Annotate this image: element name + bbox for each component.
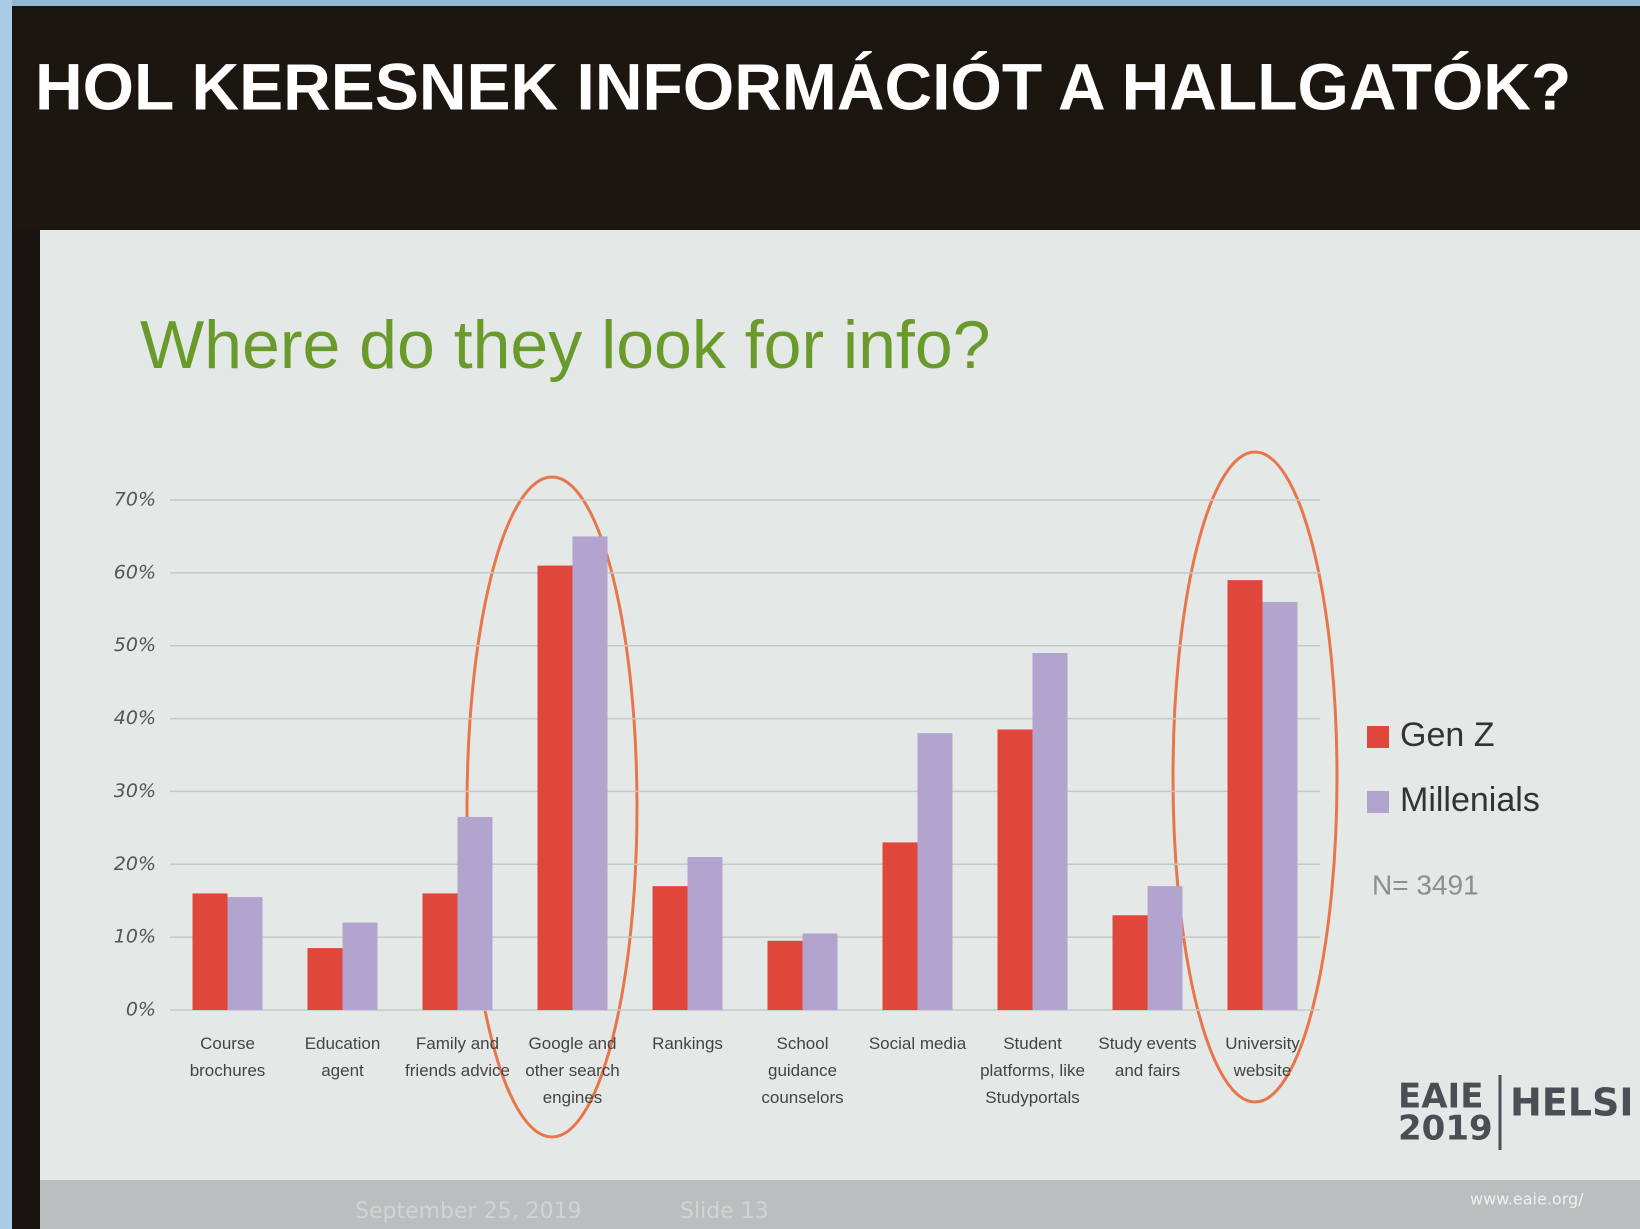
bar	[998, 730, 1033, 1011]
footer-date: September 25, 2019	[355, 1199, 582, 1224]
footer-slide: Slide 13	[680, 1199, 769, 1224]
bar	[1148, 886, 1183, 1010]
chart-note: N= 3491	[1372, 869, 1479, 900]
y-tick-label: 30%	[114, 780, 156, 802]
bar	[423, 893, 458, 1010]
bar	[538, 566, 573, 1010]
page-title: HOL KERESNEK INFORMÁCIÓT A HALLGATÓK?	[35, 49, 1571, 123]
page: HOL KERESNEK INFORMÁCIÓT A HALLGATÓK? Wh…	[0, 0, 1640, 1229]
x-tick-label: Family and friends advice	[403, 1030, 513, 1084]
logo-city: HELSI	[1510, 1081, 1633, 1125]
bar	[343, 923, 378, 1010]
y-tick-label: 0%	[126, 999, 156, 1021]
bar	[688, 857, 723, 1010]
bar	[883, 842, 918, 1010]
bar	[573, 536, 608, 1010]
bar	[228, 897, 263, 1010]
y-tick-label: 50%	[114, 634, 156, 656]
y-tick-label: 10%	[114, 926, 156, 948]
bar	[1228, 580, 1263, 1010]
x-tick-label: Education agent	[288, 1030, 398, 1084]
x-tick-label: Course brochures	[173, 1030, 283, 1084]
bar	[803, 934, 838, 1011]
logo-year: 2019	[1398, 1109, 1493, 1149]
bar	[1113, 915, 1148, 1010]
bar	[193, 893, 228, 1010]
x-tick-label: School guidance counselors	[748, 1030, 858, 1111]
y-tick-label: 20%	[114, 853, 156, 875]
legend-label: Millenials	[1400, 781, 1540, 819]
y-tick-label: 70%	[114, 489, 156, 511]
slide-footer	[40, 1180, 1640, 1229]
legend-swatch	[1367, 726, 1389, 748]
x-tick-label: University website	[1208, 1030, 1318, 1084]
footer-url: www.eaie.org/	[1470, 1190, 1584, 1209]
y-tick-label: 40%	[114, 707, 156, 729]
bar	[918, 733, 953, 1010]
chart-title: Where do they look for info?	[140, 307, 990, 383]
bar	[458, 817, 493, 1010]
top-border	[0, 0, 1640, 6]
bar	[768, 941, 803, 1010]
bar	[1033, 653, 1068, 1010]
y-tick-label: 60%	[114, 561, 156, 583]
legend-swatch	[1367, 791, 1389, 813]
x-tick-label: Google and other search engines	[518, 1030, 628, 1111]
x-tick-label: Student platforms, like Studyportals	[978, 1030, 1088, 1111]
x-tick-label: Social media	[863, 1030, 973, 1057]
legend-label: Gen Z	[1400, 716, 1494, 754]
bar	[308, 948, 343, 1010]
bar	[1263, 602, 1298, 1010]
x-tick-label: Rankings	[633, 1030, 743, 1057]
bar	[653, 886, 688, 1010]
left-border	[0, 0, 12, 1229]
x-tick-label: Study events and fairs	[1093, 1030, 1203, 1084]
